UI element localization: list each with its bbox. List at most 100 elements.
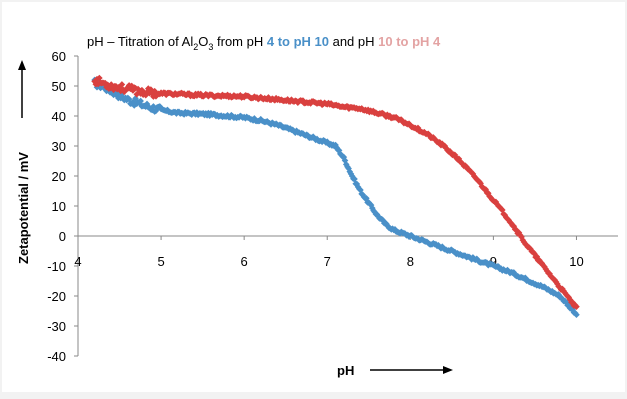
x-tick-label: 8 (407, 254, 414, 269)
data-point (197, 90, 204, 98)
data-point (541, 263, 548, 271)
y-axis-label-group: Zetapotential / mV (16, 60, 31, 264)
data-point (133, 90, 141, 98)
data-point (304, 132, 312, 139)
data-point (451, 151, 459, 159)
y-tick-label: 0 (59, 229, 66, 244)
title-blue-part: 4 to pH 10 (267, 34, 329, 49)
y-tick-labels: -40 -30 -20 -10 0 10 20 30 40 50 60 (47, 49, 66, 364)
series-red-ph10-to-ph4 (91, 74, 580, 310)
y-tick-label: -10 (47, 259, 66, 274)
data-point (446, 147, 454, 155)
data-point (132, 95, 139, 102)
series-blue-ph4-to-ph10 (91, 76, 580, 319)
data-point (527, 245, 534, 253)
data-point (147, 86, 155, 93)
data-point (562, 299, 570, 306)
data-point (332, 141, 339, 149)
data-point (143, 100, 151, 108)
y-tick-label: -20 (47, 289, 66, 304)
data-point (414, 124, 422, 132)
data-point (123, 96, 130, 104)
data-point (129, 98, 137, 106)
y-tick-label: -40 (47, 349, 66, 364)
data-point (469, 170, 477, 178)
x-tick-label: 10 (569, 254, 583, 269)
chart-title: pH – Titration of Al2O3 from pH 4 to pH … (87, 34, 441, 52)
data-point (530, 250, 538, 257)
data-point (522, 274, 529, 282)
data-point (346, 168, 354, 175)
title-and: and pH (329, 34, 378, 49)
data-point (359, 191, 367, 199)
title-subscript-2: 2 (193, 42, 198, 52)
data-point (363, 194, 370, 202)
data-point (510, 269, 518, 276)
data-point (150, 103, 157, 110)
x-axis-label-group: pH (337, 363, 453, 378)
data-point (180, 111, 188, 118)
plot-background (2, 2, 625, 392)
data-point (573, 303, 580, 310)
data-point (455, 155, 463, 163)
data-point (348, 172, 356, 180)
data-point (513, 226, 520, 234)
data-point (501, 211, 509, 219)
data-point (148, 106, 156, 114)
data-point (379, 217, 387, 224)
data-point (137, 97, 144, 105)
data-point (369, 204, 376, 212)
y-tick-label: 60 (52, 49, 66, 64)
data-point (566, 296, 574, 303)
data-point (132, 84, 139, 92)
x-tick-label: 5 (157, 254, 164, 269)
data-point (463, 163, 470, 171)
data-point (333, 144, 341, 151)
x-axis-arrow-head (443, 366, 453, 374)
data-point (130, 102, 138, 109)
data-point (367, 201, 375, 209)
data-point (138, 86, 146, 94)
x-tick-label: 6 (241, 254, 248, 269)
y-axis-label: Zetapotential / mV (16, 152, 31, 264)
data-point (477, 180, 484, 187)
axes (74, 55, 618, 357)
data-point (341, 157, 349, 164)
data-point (148, 90, 156, 97)
y-tick-label: -30 (47, 319, 66, 334)
data-point (152, 107, 160, 115)
data-point (134, 85, 142, 93)
x-tick-label: 9 (490, 254, 497, 269)
data-point (484, 189, 492, 197)
x-tick-labels: 4 5 6 7 8 9 10 (74, 254, 583, 269)
data-point (156, 103, 164, 110)
data-point (573, 311, 580, 319)
data-point (144, 85, 152, 92)
x-tick-label: 7 (324, 254, 331, 269)
data-point (129, 87, 137, 94)
data-point (206, 112, 213, 119)
data-point (265, 94, 272, 101)
data-point (505, 216, 513, 224)
data-point (143, 88, 151, 96)
y-axis-arrow-head (18, 60, 26, 70)
title-from: from pH (213, 34, 266, 49)
data-point (569, 299, 576, 306)
data-point (323, 138, 331, 145)
data-point (533, 253, 541, 260)
data-point (441, 142, 449, 150)
data-point (96, 74, 103, 82)
data-point (335, 147, 343, 154)
data-point (436, 139, 444, 146)
data-point (347, 170, 355, 178)
data-point (251, 115, 258, 122)
title-red-part: 10 to pH 4 (378, 34, 441, 49)
title-oxygen: O (198, 34, 208, 49)
data-point (345, 165, 352, 172)
y-tick-label: 30 (52, 139, 66, 154)
data-point (353, 180, 361, 188)
data-point (559, 285, 566, 293)
data-point (118, 81, 126, 88)
